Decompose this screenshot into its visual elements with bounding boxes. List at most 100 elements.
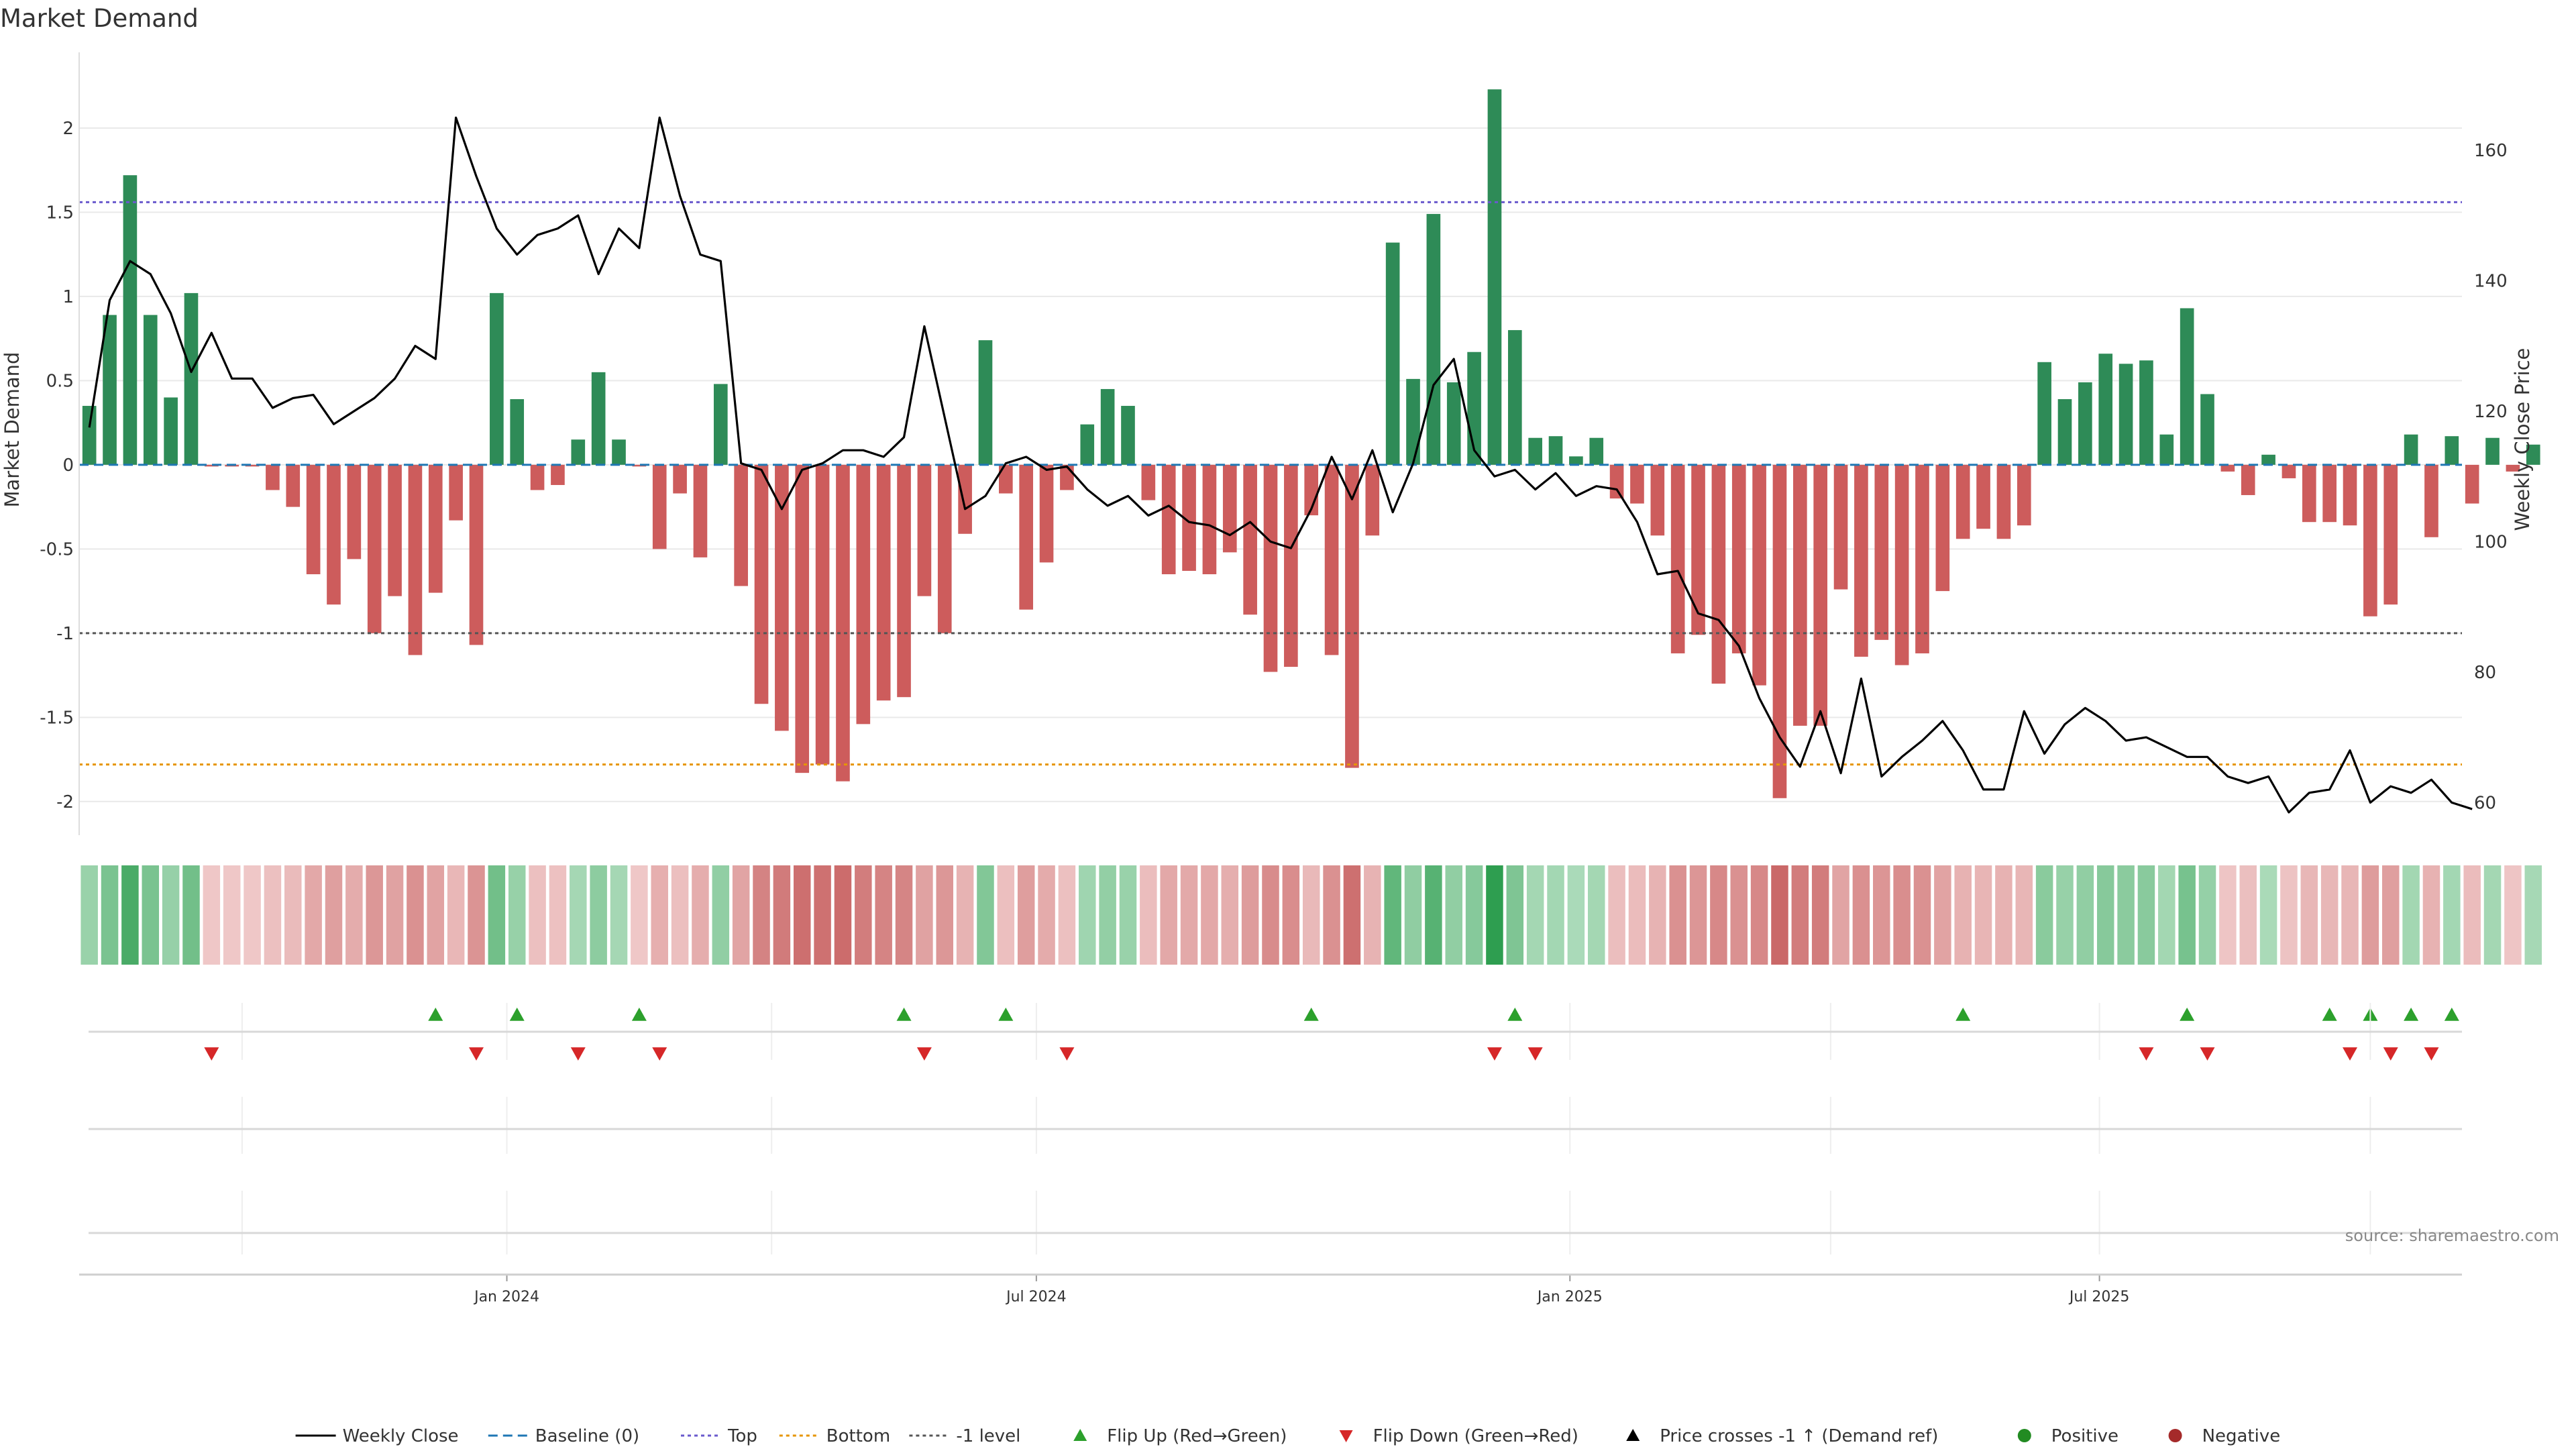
demand-bar <box>571 439 586 465</box>
heat-cell <box>1282 865 1300 965</box>
demand-bar <box>184 292 199 465</box>
y-tick-label: 0.5 <box>46 371 74 391</box>
legend-item-positive: Positive <box>2017 1426 2118 1446</box>
demand-bar <box>612 439 626 465</box>
y2-tick-label: 60 <box>2474 793 2496 813</box>
demand-bar <box>490 292 504 465</box>
x-tick-label: Jan 2024 <box>473 1289 539 1305</box>
heat-cell <box>793 865 811 965</box>
demand-bar <box>2159 434 2174 465</box>
demand-bar <box>1650 464 1665 536</box>
heat-cell <box>834 865 852 965</box>
heat-cell <box>203 865 221 965</box>
heat-cell <box>2402 865 2420 965</box>
demand-bar <box>2404 434 2418 465</box>
heat-cell <box>1079 865 1096 965</box>
heat-cell <box>1201 865 1218 965</box>
demand-bar <box>1548 436 1563 465</box>
heat-cell <box>1587 865 1605 965</box>
demand-bar <box>1955 464 1970 539</box>
heat-cell <box>1119 865 1137 965</box>
legend-label: Price crosses -1 ↑ (Demand ref) <box>1660 1426 1938 1446</box>
demand-bar <box>1752 464 1766 686</box>
heat-cell <box>2381 865 2400 965</box>
legend-item-flip-up: Flip Up (Red→Green) <box>1073 1426 1287 1446</box>
heat-cell <box>1893 865 1911 965</box>
heat-cell <box>2219 865 2237 965</box>
demand-bar <box>1365 464 1380 536</box>
legend-item-bottom: Bottom <box>779 1426 890 1446</box>
heat-cell <box>631 865 648 965</box>
demand-bar <box>1996 464 2011 539</box>
heat-cell <box>2320 865 2339 965</box>
demand-bar <box>1711 464 1726 684</box>
y2-axis-label: Weekly Close Price <box>2511 348 2534 531</box>
legend-item-top: Top <box>681 1426 757 1446</box>
flip-up-marker <box>2444 1008 2459 1021</box>
heat-cell <box>2056 865 2074 965</box>
demand-bar <box>2485 437 2500 465</box>
legend: Weekly Close Baseline (0) Top Bottom -1 leve… <box>295 1426 2281 1446</box>
demand-bar <box>1202 464 1217 574</box>
demand-bar <box>266 464 280 490</box>
heat-cell <box>2483 865 2502 965</box>
legend-label: Negative <box>2202 1426 2281 1446</box>
demand-bars <box>82 89 2540 798</box>
demand-bar <box>1507 330 1522 465</box>
demand-bar <box>2302 464 2316 523</box>
demand-bar <box>469 464 484 645</box>
legend-item-negative: Negative <box>2168 1426 2281 1446</box>
demand-bar <box>754 464 769 704</box>
demand-bar <box>856 464 871 724</box>
legend-label: Bottom <box>826 1426 890 1446</box>
flip-down-marker <box>570 1047 586 1061</box>
demand-bar <box>713 384 728 465</box>
flip-up-marker <box>509 1008 525 1021</box>
y-tick-label: 1 <box>62 287 74 307</box>
heat-cell <box>1649 865 1666 965</box>
heat-cell <box>2137 865 2155 965</box>
heat-cell <box>2443 865 2461 965</box>
heat-cell <box>1017 865 1035 965</box>
heat-cell <box>101 865 119 965</box>
heat-cell <box>1913 865 1931 965</box>
demand-bar <box>367 464 382 633</box>
demand-bar <box>1976 464 1990 529</box>
flip-down-marker <box>1059 1047 1075 1061</box>
heat-cell <box>182 865 200 965</box>
price-line-layer <box>88 116 2473 814</box>
demand-bar <box>123 175 138 465</box>
lower-panels <box>79 1003 2462 1276</box>
heat-cell <box>2259 865 2277 965</box>
legend-item-weekly-close: Weekly Close <box>295 1426 459 1446</box>
demand-bar <box>2220 464 2235 472</box>
flip-down-marker <box>204 1047 219 1061</box>
heat-cell <box>1404 865 1422 965</box>
demand-bar <box>734 464 748 586</box>
demand-bar <box>2200 394 2214 465</box>
y-tick-label: -0.5 <box>40 539 74 559</box>
demand-bar <box>1487 89 1502 465</box>
demand-bar <box>978 340 993 465</box>
demand-bar <box>693 464 708 557</box>
demand-bar <box>82 406 97 465</box>
demand-bar <box>2139 360 2153 465</box>
heat-cell <box>1730 865 1748 965</box>
heat-cell <box>1628 865 1646 965</box>
flip-up-marker <box>896 1008 912 1021</box>
flip-down-marker <box>2424 1047 2439 1061</box>
y-tick-label: -1 <box>56 624 74 644</box>
heat-cell <box>1364 865 1381 965</box>
heat-cell <box>1099 865 1116 965</box>
demand-bar <box>815 464 830 765</box>
demand-bar <box>1446 382 1461 465</box>
flip-up-marker <box>2180 1008 2195 1021</box>
demand-bar <box>2017 464 2031 526</box>
demand-bar <box>205 464 219 467</box>
x-tick-label: Jul 2025 <box>2068 1289 2130 1305</box>
heat-cell <box>1302 865 1320 965</box>
legend-swatch <box>1073 1429 1087 1441</box>
heat-cell <box>1465 865 1483 965</box>
demand-bar <box>143 315 158 465</box>
